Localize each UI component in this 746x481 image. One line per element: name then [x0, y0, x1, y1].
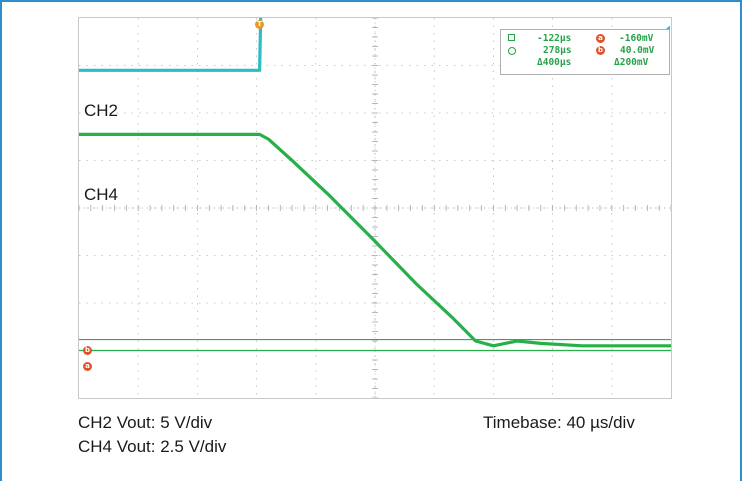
oscilloscope-display: T b a [78, 17, 672, 399]
trigger-marker: T [255, 20, 264, 29]
cursor-row2-left: 278µs [543, 45, 572, 56]
ch4-scale-caption: CH4 Vout: 2.5 V/div [78, 437, 227, 456]
square-cursor-icon [508, 34, 515, 41]
cursor-b-marker: b [83, 346, 92, 355]
ch4-label: CH4 [84, 185, 119, 204]
cursor-a-readout-icon: a [596, 34, 605, 43]
cursor-row3-left: Δ400µs [537, 57, 572, 68]
ch2-scale-caption: CH2 Vout: 5 V/div [78, 413, 213, 432]
trace-ch4 [79, 132, 671, 348]
trace-ch2 [79, 18, 263, 72]
cursor-readout-box: -122µs 278µs Δ400µs a b -160mV 40.0mV Δ2… [500, 29, 670, 75]
cursor-row3-right: Δ200mV [614, 57, 649, 68]
cursor-row1-left: -122µs [537, 33, 572, 44]
cursor-a-marker: a [83, 362, 92, 371]
circle-cursor-icon [508, 47, 516, 55]
cursor-b-readout-icon: b [596, 46, 605, 55]
timebase-caption: Timebase: 40 µs/div [483, 413, 635, 432]
ch2-label: CH2 [84, 101, 119, 120]
cursor-row2-right: 40.0mV [620, 45, 655, 56]
oscilloscope-plot [79, 18, 671, 398]
cursor-row1-right: -160mV [619, 33, 654, 44]
